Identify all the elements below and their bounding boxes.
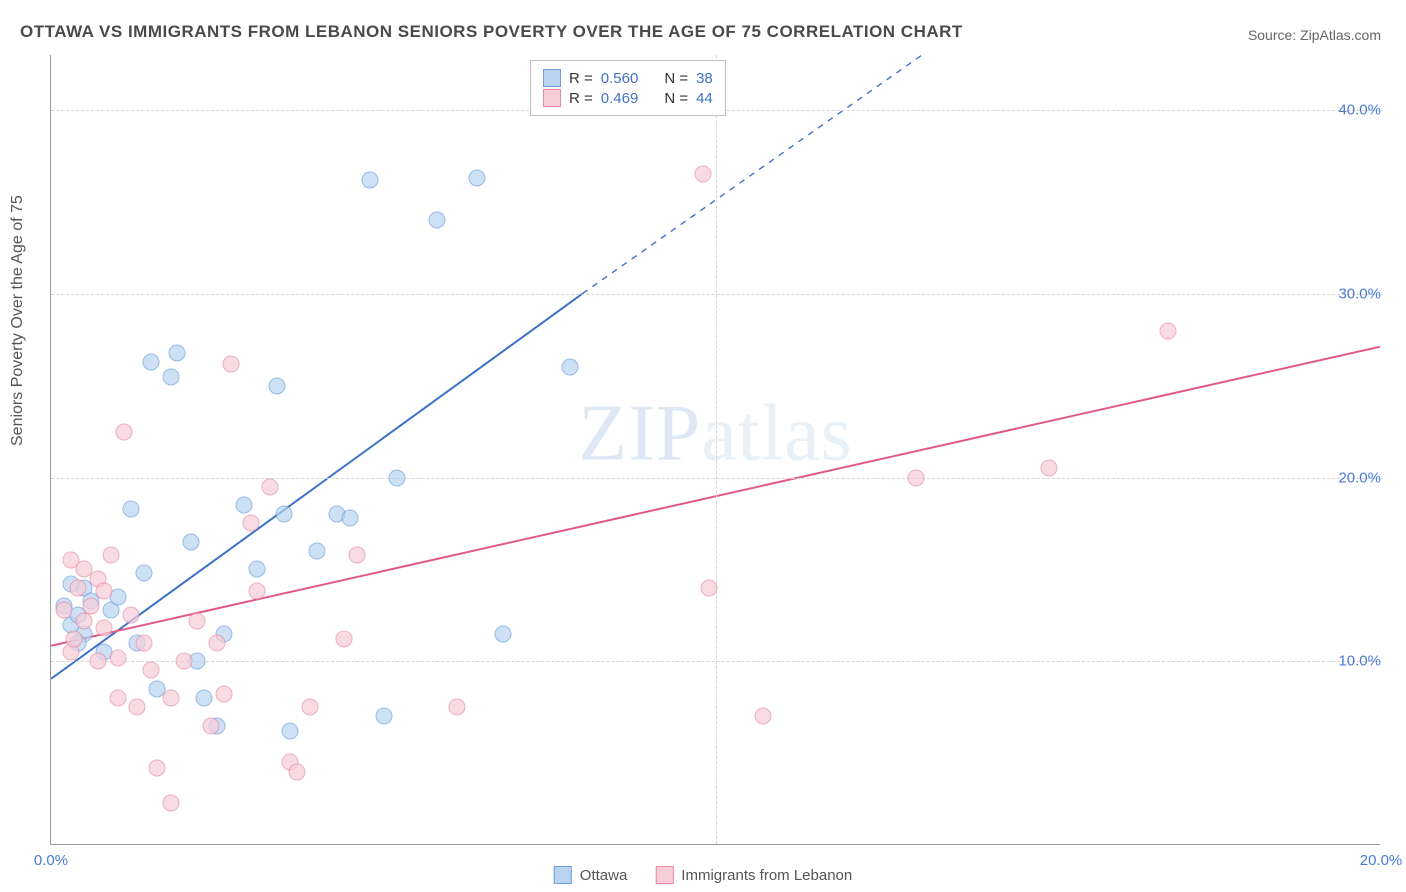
scatter-point xyxy=(1160,322,1177,339)
scatter-point xyxy=(694,166,711,183)
scatter-point xyxy=(109,690,126,707)
scatter-point xyxy=(69,579,86,596)
scatter-point xyxy=(275,506,292,523)
scatter-point xyxy=(335,631,352,648)
stats-legend-row: R = 0.469 N = 44 xyxy=(543,89,713,107)
gridline-vertical xyxy=(716,55,717,844)
scatter-point xyxy=(342,509,359,526)
y-tick-label: 20.0% xyxy=(1321,469,1381,486)
scatter-point xyxy=(242,515,259,532)
n-label: N = xyxy=(664,90,688,107)
scatter-point xyxy=(129,699,146,716)
legend-item: Immigrants from Lebanon xyxy=(655,866,852,884)
scatter-point xyxy=(66,631,83,648)
scatter-point xyxy=(109,649,126,666)
scatter-point xyxy=(362,171,379,188)
y-axis-title: Seniors Poverty Over the Age of 75 xyxy=(9,195,27,446)
y-tick-label: 40.0% xyxy=(1321,102,1381,119)
scatter-point xyxy=(448,699,465,716)
scatter-point xyxy=(561,359,578,376)
scatter-point xyxy=(209,634,226,651)
scatter-point xyxy=(176,653,193,670)
scatter-point xyxy=(375,708,392,725)
n-value: 44 xyxy=(696,90,713,107)
y-tick-label: 10.0% xyxy=(1321,653,1381,670)
scatter-point xyxy=(249,583,266,600)
legend-swatch xyxy=(554,866,572,884)
scatter-point xyxy=(162,368,179,385)
legend-label: Ottawa xyxy=(580,867,628,884)
legend-swatch xyxy=(655,866,673,884)
stats-legend-row: R = 0.560 N = 38 xyxy=(543,69,713,87)
scatter-point xyxy=(182,533,199,550)
scatter-point xyxy=(122,500,139,517)
legend-item: Ottawa xyxy=(554,866,628,884)
n-label: N = xyxy=(664,70,688,87)
scatter-point xyxy=(215,686,232,703)
chart-title: OTTAWA VS IMMIGRANTS FROM LEBANON SENIOR… xyxy=(20,22,963,42)
scatter-point xyxy=(495,625,512,642)
scatter-point xyxy=(142,353,159,370)
scatter-point xyxy=(282,723,299,740)
scatter-point xyxy=(289,763,306,780)
scatter-point xyxy=(235,497,252,514)
legend-label: Immigrants from Lebanon xyxy=(681,867,852,884)
x-tick-label: 20.0% xyxy=(1360,852,1403,869)
scatter-point xyxy=(309,543,326,560)
watermark-bold: ZIP xyxy=(578,389,701,477)
r-value: 0.560 xyxy=(601,70,639,87)
plot-area: ZIPatlas 10.0%20.0%30.0%40.0%0.0%20.0% xyxy=(50,55,1380,845)
scatter-point xyxy=(122,607,139,624)
scatter-point xyxy=(162,690,179,707)
scatter-point xyxy=(269,377,286,394)
scatter-point xyxy=(195,690,212,707)
scatter-point xyxy=(89,653,106,670)
scatter-point xyxy=(96,620,113,637)
source-attribution: Source: ZipAtlas.com xyxy=(1248,27,1381,43)
legend-swatch xyxy=(543,89,561,107)
scatter-point xyxy=(202,717,219,734)
r-value: 0.469 xyxy=(601,90,639,107)
scatter-point xyxy=(142,662,159,679)
x-tick-label: 0.0% xyxy=(34,852,68,869)
y-tick-label: 30.0% xyxy=(1321,285,1381,302)
scatter-point xyxy=(1040,460,1057,477)
scatter-point xyxy=(162,794,179,811)
scatter-point xyxy=(102,546,119,563)
scatter-point xyxy=(149,759,166,776)
r-label: R = xyxy=(569,70,593,87)
scatter-point xyxy=(189,612,206,629)
scatter-point xyxy=(136,565,153,582)
chart-container: OTTAWA VS IMMIGRANTS FROM LEBANON SENIOR… xyxy=(0,0,1406,892)
scatter-point xyxy=(468,170,485,187)
scatter-point xyxy=(76,612,93,629)
stats-legend-box: R = 0.560 N = 38 R = 0.469 N = 44 xyxy=(530,60,726,116)
scatter-point xyxy=(222,355,239,372)
r-label: R = xyxy=(569,90,593,107)
scatter-point xyxy=(56,601,73,618)
watermark-thin: atlas xyxy=(701,389,853,477)
legend-swatch xyxy=(543,69,561,87)
series-legend: Ottawa Immigrants from Lebanon xyxy=(554,866,852,884)
scatter-point xyxy=(428,212,445,229)
scatter-point xyxy=(262,478,279,495)
scatter-point xyxy=(169,344,186,361)
scatter-point xyxy=(249,561,266,578)
scatter-point xyxy=(96,583,113,600)
scatter-point xyxy=(907,469,924,486)
scatter-point xyxy=(754,708,771,725)
scatter-point xyxy=(302,699,319,716)
scatter-point xyxy=(348,546,365,563)
scatter-point xyxy=(136,634,153,651)
n-value: 38 xyxy=(696,70,713,87)
scatter-point xyxy=(116,423,133,440)
scatter-point xyxy=(388,469,405,486)
scatter-point xyxy=(701,579,718,596)
